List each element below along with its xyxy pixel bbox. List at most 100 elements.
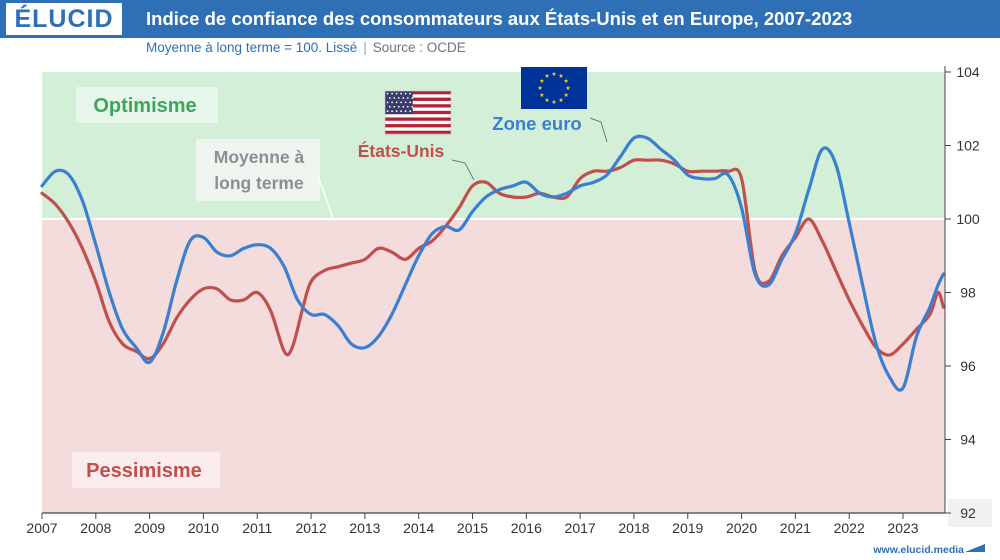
chart-title: Indice de confiance des consommateurs au… — [146, 8, 853, 29]
us-flag-stripe — [385, 107, 451, 112]
euro-connector — [589, 117, 608, 143]
us-flag-stripe — [385, 124, 451, 128]
series-line-us — [40, 158, 945, 361]
subtitle-text: Moyenne à long terme = 100. Lissé — [146, 40, 358, 55]
pessimism-label-box — [72, 452, 220, 488]
us-flag-stripe — [385, 97, 451, 102]
eu-flag-star — [563, 92, 569, 97]
footer-url: www.elucid.media — [873, 544, 964, 556]
us-flag-border — [384, 90, 452, 135]
us-flag-star — [404, 110, 407, 113]
us-flag-star — [400, 101, 402, 104]
us-flag-star — [391, 110, 393, 113]
us-flag-star — [406, 97, 409, 99]
eu-flag-star — [551, 71, 557, 76]
optimism-label-box — [76, 87, 218, 123]
x-tick-label-2013: 2013 — [349, 520, 380, 536]
x-tick-label-2020: 2020 — [726, 520, 757, 536]
us-flag-stripe — [385, 127, 451, 131]
euro-series-label: Zone euro — [492, 113, 581, 134]
us-flag-star — [409, 110, 411, 113]
eu-flag-star — [544, 97, 550, 103]
us-flag-star — [406, 105, 409, 108]
average-label-line1: Moyenne à — [214, 147, 305, 167]
header-bar: ÉLUCID Indice de confiance des consommat… — [0, 0, 1000, 38]
eu-flag-icon — [521, 67, 587, 109]
us-flag-stripe — [385, 104, 451, 108]
y-tick-label-94: 94 — [960, 432, 976, 448]
us-flag-stripe — [385, 120, 451, 125]
us-flag-star — [395, 110, 398, 113]
chart-subtitle: Moyenne à long terme = 100. Lissé | Source… — [146, 40, 466, 55]
eu-flag-star — [558, 73, 564, 78]
y-tick-label-92: 92 — [960, 505, 976, 521]
x-tick-label-2009: 2009 — [134, 520, 165, 536]
y-tick-box-92 — [948, 499, 992, 527]
us-flag-star — [391, 101, 393, 104]
x-tick-label-2010: 2010 — [188, 520, 219, 536]
eu-flag-star — [539, 78, 545, 83]
us-flag-star — [386, 101, 389, 104]
y-tick-label-104: 104 — [956, 64, 980, 80]
us-flag-stripe — [385, 91, 451, 95]
subtitle-separator: | — [363, 40, 367, 55]
x-tick-label-2018: 2018 — [618, 520, 649, 536]
x-tick-label-2007: 2007 — [26, 520, 57, 536]
x-tick-label-2019: 2019 — [672, 520, 703, 536]
us-flag-star — [402, 105, 405, 108]
us-flag-stripe — [385, 110, 451, 115]
y-tick-label-98: 98 — [960, 285, 976, 301]
us-flag-stripe — [385, 94, 451, 98]
us-flag-star — [404, 92, 407, 95]
eu-flag-star — [565, 85, 571, 90]
x-tick-label-2017: 2017 — [565, 520, 596, 536]
us-flag-stripe — [385, 100, 451, 105]
us-flag-star — [393, 97, 396, 99]
us-connector — [451, 159, 475, 181]
average-connector — [317, 175, 334, 219]
us-flag-star — [386, 92, 389, 95]
eu-flag-star — [537, 85, 543, 90]
us-flag-star — [411, 97, 414, 99]
eu-flag-star — [551, 99, 557, 104]
x-tick-label-2016: 2016 — [511, 520, 542, 536]
average-label-line2: long terme — [214, 173, 304, 193]
us-flag-star — [388, 105, 391, 108]
corner-mark-icon — [965, 544, 985, 552]
x-tick-label-2011: 2011 — [242, 520, 272, 536]
us-flag-stripe — [385, 114, 451, 118]
x-tick-label-2015: 2015 — [457, 520, 488, 536]
us-flag-star — [400, 110, 402, 113]
us-flag-star — [395, 101, 398, 104]
x-tick-label-2014: 2014 — [403, 520, 434, 536]
source-text: Source : OCDE — [372, 40, 466, 55]
us-flag-star — [402, 97, 405, 99]
series-line-euro — [40, 134, 945, 392]
us-flag-star — [388, 97, 391, 99]
elucid-logo: ÉLUCID — [6, 3, 122, 35]
us-flag-stripe — [385, 130, 451, 135]
eu-flag-star — [558, 97, 564, 103]
us-flag-star — [391, 92, 393, 95]
us-series-label: États-Unis — [358, 140, 445, 161]
us-flag-stripe — [385, 117, 451, 122]
us-flag-canton — [385, 91, 413, 115]
us-flag-star — [409, 92, 411, 95]
pessimism-label: Pessimisme — [86, 460, 202, 482]
optimism-label: Optimisme — [93, 95, 196, 117]
eu-flag-star — [544, 73, 550, 78]
us-flag-star — [393, 105, 396, 108]
y-tick-label-96: 96 — [960, 358, 976, 374]
x-tick-label-2022: 2022 — [834, 520, 865, 536]
y-tick-label-102: 102 — [956, 138, 980, 154]
average-label-box — [196, 139, 320, 201]
eu-flag-star — [539, 92, 545, 97]
us-flag-star — [397, 97, 400, 99]
us-flag-star — [400, 92, 402, 95]
x-tick-label-2012: 2012 — [295, 520, 326, 536]
x-tick-label-2023: 2023 — [887, 520, 918, 536]
y-tick-label-100: 100 — [956, 211, 980, 227]
x-tick-label-2021: 2021 — [780, 520, 811, 536]
us-flag-icon — [384, 90, 452, 135]
